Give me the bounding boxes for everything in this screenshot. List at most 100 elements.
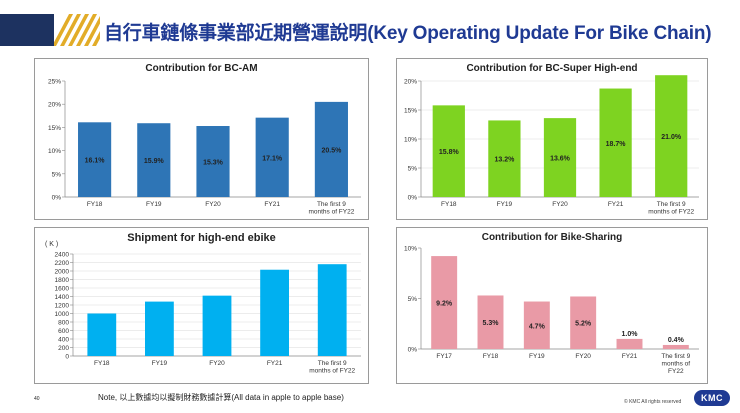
x-tick-label: FY21 [264, 201, 280, 208]
x-tick-label: FY21 [622, 353, 638, 360]
y-tick-label: 25% [48, 79, 61, 86]
data-label: 17.1% [262, 155, 283, 162]
data-label: 15.9% [144, 158, 165, 165]
y-tick-label: 5% [52, 171, 62, 178]
y-tick-label: 2200 [55, 260, 70, 267]
chart-title: Contribution for BC-Super High-end [466, 63, 638, 74]
y-tick-label: 5% [408, 166, 418, 173]
y-tick-label: 0% [52, 195, 62, 202]
bar-fy17 [431, 256, 458, 349]
y-tick-label: 2400 [55, 252, 70, 259]
bar-fy20 [196, 126, 230, 197]
bar-fy18 [477, 295, 504, 349]
bar-fy20 [202, 295, 232, 356]
bar-the-first-9 [317, 264, 347, 356]
x-tick-label: FY19 [497, 201, 513, 208]
chart-title: Contribution for BC-AM [145, 63, 258, 74]
y-tick-label: 10% [48, 148, 61, 155]
data-label: 16.1% [85, 158, 106, 165]
y-tick-label: 10% [404, 137, 417, 144]
x-tick-label: FY18 [94, 360, 110, 367]
bar-the-first-9 [655, 75, 688, 197]
y-tick-label: 800 [58, 320, 69, 327]
x-tick-label: The first 9 months of FY22 [661, 353, 690, 375]
data-label: 21.0% [661, 134, 682, 141]
header-stripes [54, 14, 100, 46]
data-label: 5.2% [575, 321, 592, 328]
x-tick-label: FY18 [87, 201, 103, 208]
page-number: 40 [34, 396, 40, 402]
bar-fy18 [432, 105, 465, 197]
chart-ebike-shipment: 0 200 400 600 800 1000 1200 1400 1600 1800 2000 220… [34, 227, 369, 384]
x-tick-label: FY20 [552, 201, 568, 208]
data-label: 9.2% [436, 301, 453, 308]
data-label: 15.8% [439, 149, 460, 156]
bar-fy19 [523, 301, 550, 349]
bar-fy21 [260, 269, 289, 356]
bar-fy21 [255, 117, 289, 197]
x-tick-label: FY17 [436, 353, 452, 360]
kmc-logo: KMC [694, 390, 730, 406]
data-label: 13.6% [550, 156, 571, 163]
data-label: 20.5% [321, 147, 342, 154]
y-tick-label: 1400 [55, 294, 70, 301]
x-tick-label: The first 9 months of FY22 [309, 360, 355, 375]
chart-bc-am: 0% 5% 10% 15% 20% 25% 16.1% FY18 15.9% FY19 15.3% F… [34, 58, 369, 220]
x-tick-label: The first 9 months of FY22 [648, 201, 694, 216]
chart-bike-sharing: 0% 5% 10% 9.2% FY17 5.3% FY18 4.7% FY19 5.2% FY20 1… [396, 227, 708, 384]
page-title: 自行車鏈條事業部近期營運說明(Key Operating Update For … [104, 23, 712, 44]
bar-fy18 [87, 313, 117, 356]
x-tick-label: The first 9 months of FY22 [308, 201, 354, 216]
y-tick-label: 600 [58, 328, 69, 335]
footnote: Note, 以上數據均以擬制財務數據計算(All data in apple t… [98, 393, 344, 402]
bar-fy21 [616, 338, 643, 349]
data-label: 1.0% [622, 331, 639, 338]
bar-fy19 [488, 120, 521, 197]
x-tick-label: FY20 [575, 353, 591, 360]
x-tick-label: FY20 [209, 360, 225, 367]
bar-the-first-9 [314, 101, 348, 197]
bar-fy18 [78, 122, 112, 197]
chart-svg: 0% 5% 10% 9.2% FY17 5.3% FY18 4.7% FY19 5.2% FY20 1… [404, 246, 699, 375]
data-label: 5.3% [483, 320, 500, 327]
header-bar [0, 14, 54, 46]
y-tick-label: 20% [404, 79, 417, 86]
x-tick-label: FY19 [146, 201, 162, 208]
chart-bc-super-high-end: 0% 5% 10% 15% 20% 15.8% FY18 13.2% FY19 13.6% FY20… [396, 58, 708, 220]
x-tick-label: FY19 [152, 360, 168, 367]
y-tick-label: 0% [408, 195, 418, 202]
x-tick-label: FY19 [529, 353, 545, 360]
x-tick-label: FY21 [267, 360, 283, 367]
bar-the-first-9 [662, 344, 689, 349]
y-tick-label: 400 [58, 337, 69, 344]
data-label: 4.7% [529, 323, 546, 330]
data-label: 13.2% [494, 157, 515, 164]
bar-fy19 [145, 301, 174, 356]
bar-fy20 [570, 296, 597, 349]
x-tick-label: FY21 [608, 201, 624, 208]
y-tick-label: 20% [48, 102, 61, 109]
bar-fy19 [137, 123, 171, 197]
bar-fy20 [543, 118, 577, 197]
data-label: 18.7% [606, 141, 627, 148]
y-tick-label: 1000 [55, 311, 70, 318]
copyright: © KMC All rights reserved [624, 399, 682, 405]
x-tick-label: FY18 [441, 201, 457, 208]
x-tick-label: FY18 [483, 353, 499, 360]
y-tick-label: 5% [408, 296, 418, 303]
chart-title: Contribution for Bike-Sharing [481, 232, 623, 243]
y-tick-label: 0% [408, 347, 418, 354]
bar-fy21 [599, 88, 632, 197]
data-label: 0.4% [668, 337, 685, 344]
x-tick-label: FY20 [205, 201, 221, 208]
y-tick-label: 1600 [55, 286, 70, 293]
y-tick-label: 1200 [55, 303, 70, 310]
y-tick-label: 15% [404, 108, 417, 115]
chart-title: Shipment for high-end ebike [127, 232, 276, 244]
y-tick-label: 15% [48, 125, 61, 132]
y-tick-label: 2000 [55, 269, 70, 276]
y-tick-label: 0 [65, 354, 69, 361]
chart-svg: 0% 5% 10% 15% 20% 15.8% FY18 13.2% FY19 13.6% FY20… [404, 75, 699, 216]
y-tick-label: 10% [404, 246, 417, 253]
